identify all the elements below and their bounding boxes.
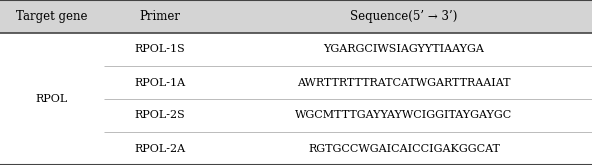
Text: Primer: Primer xyxy=(139,10,181,23)
Text: Sequence(5’ → 3’): Sequence(5’ → 3’) xyxy=(350,10,458,23)
Text: AWRTTRTTTRATCATWGARTTRAAIAT: AWRTTRTTTRATCATWGARTTRAAIAT xyxy=(297,78,511,87)
Text: RPOL-1S: RPOL-1S xyxy=(134,45,185,54)
Text: RPOL: RPOL xyxy=(36,94,68,104)
Text: RPOL-2S: RPOL-2S xyxy=(134,111,185,120)
Text: RPOL-1A: RPOL-1A xyxy=(134,78,185,87)
Text: RPOL-2A: RPOL-2A xyxy=(134,144,185,153)
Bar xyxy=(0,0,592,33)
Text: WGCMTTTGAYYAYWCIGGITAYGAYGC: WGCMTTTGAYYAYWCIGGITAYGAYGC xyxy=(295,111,513,120)
Text: YGARGCIWSIAGYYTIAAYGA: YGARGCIWSIAGYYTIAAYGA xyxy=(324,45,484,54)
Text: RGTGCCWGAICAICCIGAKGGCAT: RGTGCCWGAICAICCIGAKGGCAT xyxy=(308,144,500,153)
Text: Target gene: Target gene xyxy=(16,10,88,23)
